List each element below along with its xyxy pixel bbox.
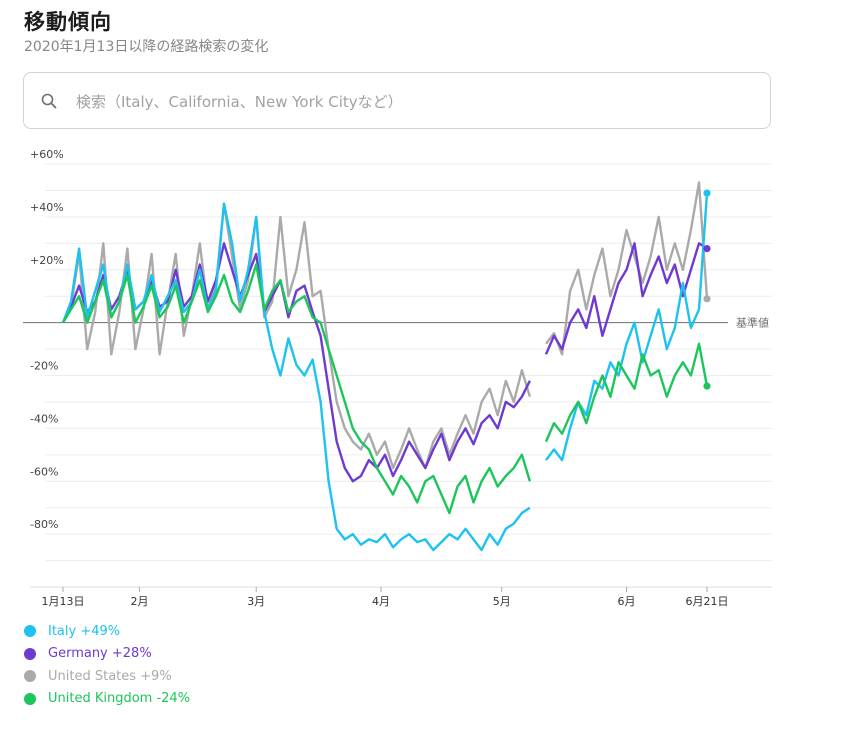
x-tick-label: 4月 [372, 595, 390, 608]
x-tick-label: 2月 [130, 595, 148, 608]
legend-dot-italy [24, 625, 36, 638]
x-tick-label: 5月 [493, 595, 511, 608]
endpoint-germany [703, 245, 711, 253]
legend-item-united-kingdom[interactable]: United Kingdom -24% [24, 688, 190, 711]
x-tick-label: 3月 [247, 595, 265, 608]
legend-label-united-states: United States +9% [48, 668, 172, 684]
y-tick-label: -20% [30, 360, 58, 373]
x-tick-label: 6月 [618, 595, 636, 608]
y-axis-ticks: +60% +40% +20% -20% -40% -60% -80% [30, 150, 64, 531]
mobility-chart: 基準値 +60% +40% +20% -20% -40% -60% -80% 1月13日 2月… [23, 150, 772, 608]
series-line-united-kingdom [544, 342, 709, 443]
legend-dot-united-kingdom [24, 692, 36, 705]
series-line-united-states [545, 181, 709, 356]
x-tick-label: 1月13日 [42, 595, 85, 608]
series-line-germany [544, 242, 708, 355]
page-title: 移動傾向 [24, 10, 112, 34]
page-subtitle: 2020年1月13日以降の経路検索の変化 [24, 39, 269, 55]
legend-label-united-kingdom: United Kingdom -24% [48, 691, 191, 707]
x-tick-label: 6月21日 [686, 595, 729, 608]
series-line-united-states [61, 202, 532, 470]
y-tick-label: -40% [30, 412, 58, 425]
legend-dot-united-states [24, 670, 36, 683]
legend-item-italy[interactable]: Italy +49% [24, 620, 190, 643]
y-tick-label: +20% [30, 254, 64, 267]
legend-item-united-states[interactable]: United States +9% [24, 665, 190, 688]
legend-dot-germany [24, 647, 36, 660]
x-axis-ticks: 1月13日 2月 3月 4月 5月 6月 6月21日 [30, 586, 772, 608]
legend-label-italy: Italy +49% [48, 623, 121, 639]
series-line-united-kingdom [61, 263, 532, 515]
search-input[interactable] [74, 87, 758, 117]
baseline-label: 基準値 [736, 316, 769, 330]
search-box[interactable] [23, 72, 771, 129]
chart-series [61, 181, 709, 552]
series-line-italy [545, 193, 709, 462]
y-tick-label: -60% [30, 465, 58, 478]
y-tick-label: +60% [30, 150, 64, 161]
endpoint-united-states [703, 295, 711, 303]
endpoint-united-kingdom [703, 382, 711, 390]
chart-endpoints [703, 189, 711, 390]
search-icon [41, 93, 57, 109]
y-tick-label: -80% [30, 518, 58, 531]
legend: Italy +49% Germany +28% United States +9… [24, 620, 190, 710]
legend-item-germany[interactable]: Germany +28% [24, 643, 190, 666]
series-line-italy [61, 202, 531, 552]
endpoint-italy [703, 189, 711, 197]
legend-label-germany: Germany +28% [48, 646, 152, 662]
y-tick-label: +40% [30, 201, 64, 214]
